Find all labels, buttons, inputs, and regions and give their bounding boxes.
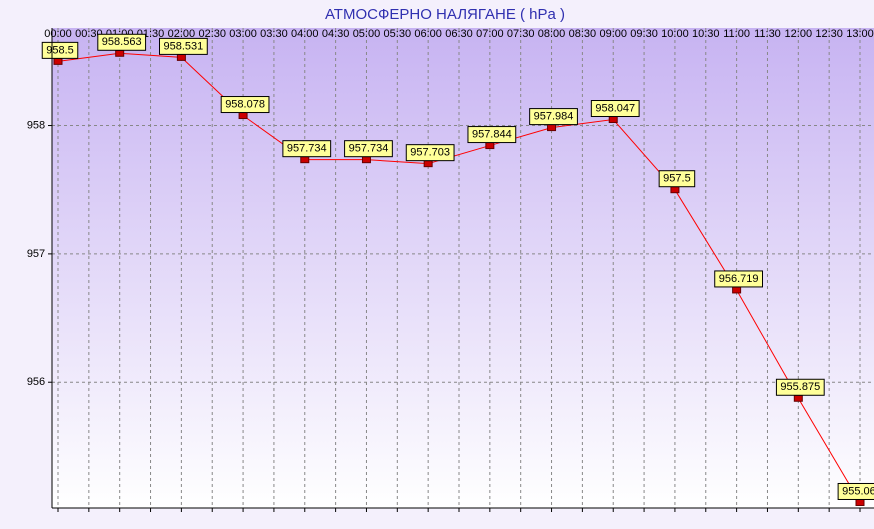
- data-point: [485, 142, 495, 150]
- value-label-box: 958.5: [41, 41, 79, 59]
- label-bg: [97, 33, 147, 51]
- label-bg: [405, 144, 455, 162]
- x-tick-label: 07:00: [476, 28, 504, 40]
- value-label-box: 958.078: [220, 96, 270, 114]
- value-label: 955.875: [780, 381, 820, 393]
- value-label-box: 957.734: [344, 140, 393, 158]
- value-label: 957.844: [472, 128, 512, 140]
- x-tick-label: 09:30: [630, 28, 658, 40]
- data-point: [547, 124, 557, 132]
- data-point: [238, 112, 248, 120]
- value-label: 958.5: [46, 44, 74, 56]
- x-tick-label: 06:30: [445, 28, 473, 40]
- data-point: [423, 160, 433, 168]
- value-label: 957.703: [410, 147, 450, 159]
- data-point: [115, 49, 125, 57]
- data-point: [361, 156, 371, 164]
- label-bg: [775, 378, 825, 396]
- x-tick-label: 02:30: [198, 28, 226, 40]
- value-label: 957.5: [663, 173, 691, 185]
- data-point: [300, 156, 310, 164]
- value-label-box: 956.719: [714, 270, 763, 288]
- x-tick-label: 03:00: [229, 28, 257, 40]
- x-tick-label: 06:00: [414, 28, 442, 40]
- label-bg: [344, 140, 393, 158]
- y-tick-label: 957: [27, 248, 45, 260]
- data-point: [176, 53, 186, 61]
- value-label: 957.734: [349, 143, 389, 155]
- label-bg: [714, 270, 763, 288]
- data-point: [670, 186, 680, 194]
- data-point: [793, 394, 803, 402]
- data-point: [53, 57, 63, 65]
- x-tick-label: 12:00: [785, 28, 813, 40]
- label-bg: [159, 37, 208, 55]
- y-tick-label: 956: [27, 376, 45, 388]
- value-label-box: 957.844: [467, 126, 517, 144]
- x-tick-label: 04:00: [291, 28, 319, 40]
- value-label: 958.531: [164, 40, 204, 52]
- value-label-box: 958.531: [159, 37, 208, 55]
- plot-layer: 00:0000:3001:0001:3002:0002:3003:0003:30…: [27, 28, 874, 512]
- value-label-box: 958.047: [590, 100, 640, 118]
- data-point: [855, 498, 865, 506]
- x-tick-label: 09:00: [599, 28, 627, 40]
- x-tick-label: 08:00: [538, 28, 566, 40]
- x-tick-label: 10:30: [692, 28, 720, 40]
- value-label-box: 957.703: [405, 144, 455, 162]
- x-tick-label: 11:30: [754, 28, 781, 40]
- data-point: [732, 286, 742, 294]
- value-label-box: 955.875: [775, 378, 825, 396]
- x-tick-label: 12:30: [815, 28, 843, 40]
- chart-title: АТМОСФЕРНО НАЛЯГАНЕ ( hPa ): [325, 6, 565, 23]
- value-label: 958.047: [595, 102, 635, 114]
- label-bg: [658, 170, 696, 188]
- x-tick-label: 07:30: [507, 28, 535, 40]
- y-tick-label: 958: [27, 119, 45, 131]
- value-label: 957.734: [287, 143, 327, 155]
- x-tick-label: 00:30: [75, 28, 103, 40]
- value-label: 958.078: [225, 98, 265, 110]
- value-label-box: 957.5: [658, 170, 696, 188]
- x-tick-label: 08:30: [569, 28, 597, 40]
- x-tick-label: 04:30: [322, 28, 350, 40]
- x-tick-label: 05:30: [384, 28, 412, 40]
- x-tick-label: 02:00: [168, 28, 196, 40]
- data-point: [608, 116, 618, 124]
- value-label: 958.563: [102, 36, 142, 48]
- label-bg: [220, 96, 270, 114]
- label-bg: [282, 140, 332, 158]
- value-label-box: 958.563: [97, 33, 147, 51]
- value-label-box: 957.734: [282, 140, 332, 158]
- value-label: 956.719: [719, 273, 759, 285]
- x-tick-label: 10:00: [661, 28, 689, 40]
- x-tick-label: 05:00: [353, 28, 381, 40]
- x-tick-label: 13:00: [846, 28, 874, 40]
- label-bg: [41, 41, 79, 59]
- value-label-box: 957.984: [529, 108, 578, 126]
- label-bg: [590, 100, 640, 118]
- label-bg: [837, 482, 874, 500]
- label-bg: [467, 126, 517, 144]
- plot-area: [52, 28, 874, 508]
- label-bg: [529, 108, 578, 126]
- x-tick-label: 00:00: [44, 28, 72, 40]
- value-label-box: 955.063: [837, 482, 874, 500]
- x-tick-label: 03:30: [260, 28, 288, 40]
- x-tick-label: 11:00: [723, 28, 750, 40]
- value-label: 957.984: [534, 110, 574, 122]
- value-label: 955.063: [842, 485, 874, 497]
